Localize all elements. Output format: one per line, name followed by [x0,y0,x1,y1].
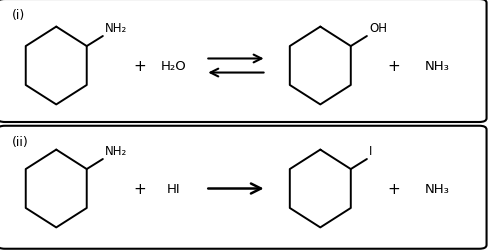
Text: NH₃: NH₃ [425,182,449,195]
Text: (ii): (ii) [12,135,29,148]
Text: +: + [386,59,399,74]
Text: H₂O: H₂O [161,60,186,73]
Text: +: + [133,59,145,74]
Text: (i): (i) [12,9,25,22]
Text: HI: HI [166,182,180,195]
FancyBboxPatch shape [0,126,486,249]
FancyBboxPatch shape [0,0,486,122]
Text: NH₂: NH₂ [105,22,127,34]
Text: +: + [386,181,399,196]
Text: +: + [133,181,145,196]
Text: NH₃: NH₃ [425,60,449,73]
Text: OH: OH [368,22,386,34]
Text: NH₂: NH₂ [105,144,127,157]
Text: I: I [368,144,372,157]
